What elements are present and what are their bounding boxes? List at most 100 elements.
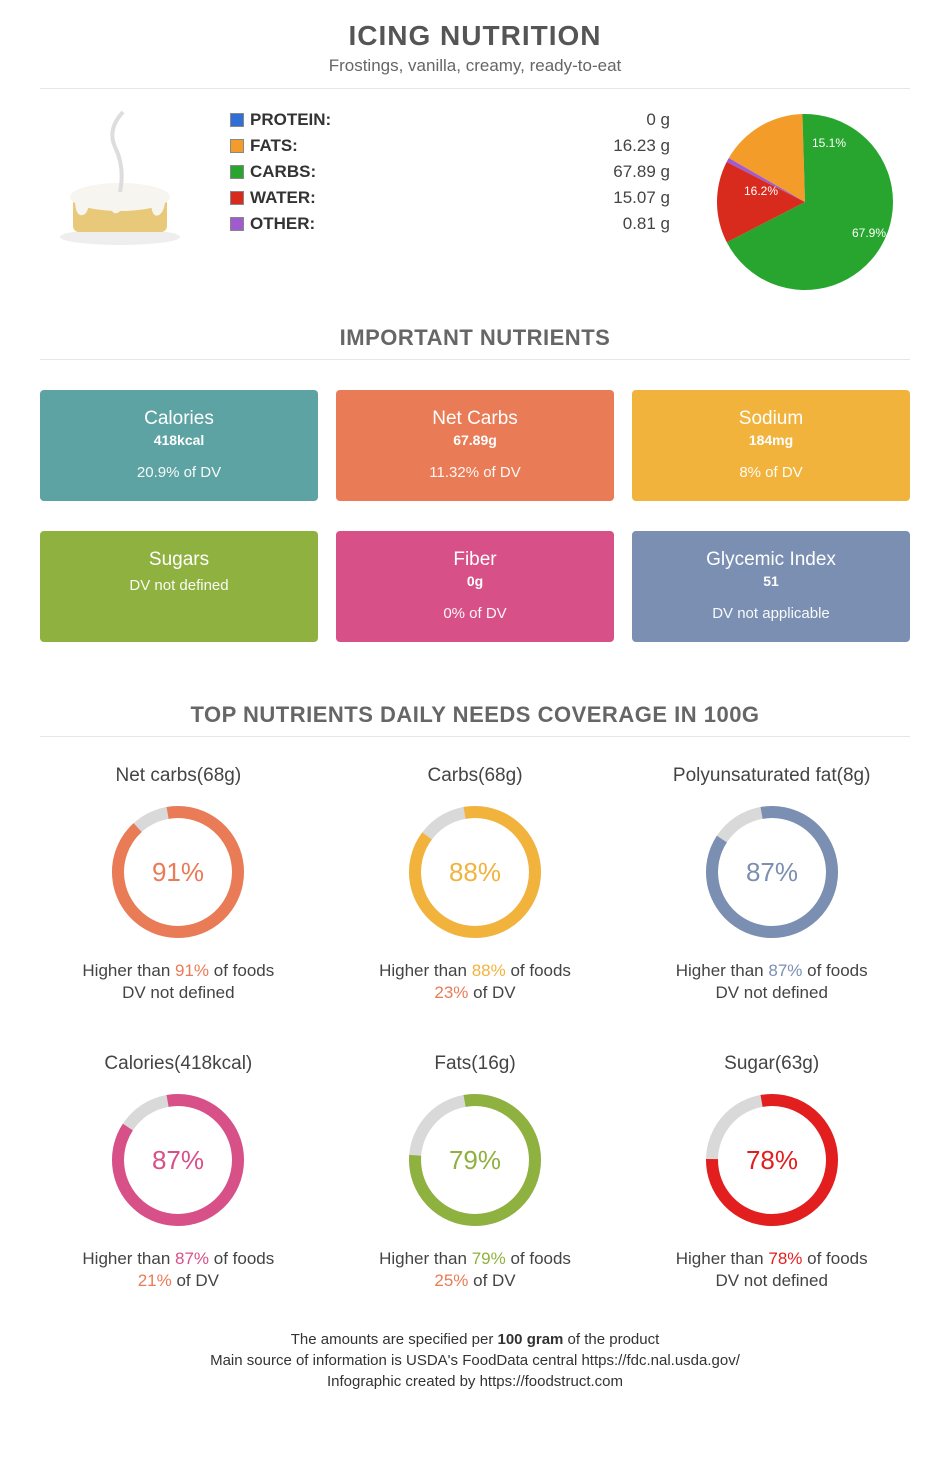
footer-line: The amounts are specified per 100 gram o… (40, 1331, 910, 1348)
nutrient-cards-row: Calories 418kcal 20.9% of DV Net Carbs 67.89… (40, 390, 910, 501)
footer-line: Main source of information is USDA's Foo… (40, 1352, 910, 1369)
card-title: Calories (50, 408, 308, 430)
donut-chart: 88% (400, 797, 550, 947)
macro-swatch (230, 191, 244, 205)
nutrient-card: Fiber 0g 0% of DV (336, 531, 614, 642)
footer-line: Infographic created by https://foodstruc… (40, 1373, 910, 1390)
donut-comparison: Higher than 78% of foods (633, 1249, 910, 1269)
donut-title: Calories(418kcal) (40, 1053, 317, 1075)
donut-title: Sugar(63g) (633, 1053, 910, 1075)
card-dv: 20.9% of DV (50, 464, 308, 481)
divider (40, 359, 910, 360)
macro-row: WATER: 15.07 g (230, 185, 670, 211)
macro-swatch (230, 217, 244, 231)
nutrient-card: Sodium 184mg 8% of DV (632, 390, 910, 501)
pie-chart: 15.1% 16.2% 67.9% (700, 107, 910, 297)
nutrient-card: Calories 418kcal 20.9% of DV (40, 390, 318, 501)
donut-dv: 25% of DV (337, 1271, 614, 1291)
donut-dv: 23% of DV (337, 983, 614, 1003)
macro-row: OTHER: 0.81 g (230, 211, 670, 237)
nutrient-card: SugarsDV not defined (40, 531, 318, 642)
macro-row: CARBS: 67.89 g (230, 159, 670, 185)
donut-title: Net carbs(68g) (40, 765, 317, 787)
donut-dv: 21% of DV (40, 1271, 317, 1291)
donut-item: Calories(418kcal) 87% Higher than 87% of f… (40, 1053, 317, 1291)
important-nutrients-heading: IMPORTANT NUTRIENTS (40, 325, 910, 351)
donut-chart: 87% (103, 1085, 253, 1235)
macro-swatch (230, 165, 244, 179)
macro-label: CARBS: (250, 162, 316, 182)
donut-chart: 91% (103, 797, 253, 947)
card-value: 67.89g (346, 432, 604, 448)
pie-label: 15.1% (812, 136, 846, 150)
nutrient-cards-row: SugarsDV not defined Fiber 0g 0% of DV Glyce… (40, 531, 910, 642)
macro-row: FATS: 16.23 g (230, 133, 670, 159)
card-value: 418kcal (50, 432, 308, 448)
divider (40, 88, 910, 89)
donut-item: Polyunsaturated fat(8g) 87% Higher than 87… (633, 765, 910, 1003)
donut-title: Fats(16g) (337, 1053, 614, 1075)
top-row: PROTEIN: 0 g FATS: 16.23 g CARBS: 67.89 g WATE… (40, 107, 910, 297)
donut-percent: 78% (746, 1145, 798, 1175)
coverage-heading: TOP NUTRIENTS DAILY NEEDS COVERAGE IN 10… (40, 702, 910, 728)
nutrient-card: Net Carbs 67.89g 11.32% of DV (336, 390, 614, 501)
macro-value: 15.07 g (613, 188, 670, 208)
donut-comparison: Higher than 91% of foods (40, 961, 317, 981)
card-title: Glycemic Index (642, 549, 900, 571)
footer-text: of the product (563, 1331, 659, 1348)
card-value: 0g (346, 573, 604, 589)
page-title: ICING NUTRITION (40, 20, 910, 52)
donut-item: Fats(16g) 79% Higher than 79% of foods25% … (337, 1053, 614, 1291)
macro-table: PROTEIN: 0 g FATS: 16.23 g CARBS: 67.89 g WATE… (230, 107, 670, 237)
macro-value: 16.23 g (613, 136, 670, 156)
donut-chart: 78% (697, 1085, 847, 1235)
donut-row: Net carbs(68g) 91% Higher than 91% of food… (40, 765, 910, 1003)
footer-text-bold: 100 gram (498, 1331, 564, 1348)
donut-dv: DV not defined (633, 1271, 910, 1291)
donut-percent: 88% (449, 857, 501, 887)
card-value: 51 (642, 573, 900, 589)
card-dv: 0% of DV (346, 605, 604, 622)
card-title: Sodium (642, 408, 900, 430)
card-dv: DV not applicable (642, 605, 900, 622)
pie-label: 67.9% (852, 226, 886, 240)
donut-title: Polyunsaturated fat(8g) (633, 765, 910, 787)
card-dv: 11.32% of DV (346, 464, 604, 481)
donut-chart: 79% (400, 1085, 550, 1235)
donut-comparison: Higher than 79% of foods (337, 1249, 614, 1269)
donut-item: Sugar(63g) 78% Higher than 78% of foodsDV … (633, 1053, 910, 1291)
donut-comparison: Higher than 88% of foods (337, 961, 614, 981)
donut-chart: 87% (697, 797, 847, 947)
macro-value: 0.81 g (623, 214, 670, 234)
macro-swatch (230, 113, 244, 127)
card-title: Net Carbs (346, 408, 604, 430)
card-dv: 8% of DV (642, 464, 900, 481)
donut-percent: 91% (152, 857, 204, 887)
donut-percent: 87% (152, 1145, 204, 1175)
donut-dv: DV not defined (633, 983, 910, 1003)
card-title: Fiber (346, 549, 604, 571)
donut-item: Carbs(68g) 88% Higher than 88% of foods23%… (337, 765, 614, 1003)
divider (40, 736, 910, 737)
macro-value: 67.89 g (613, 162, 670, 182)
donut-row: Calories(418kcal) 87% Higher than 87% of f… (40, 1053, 910, 1291)
macro-label: PROTEIN: (250, 110, 331, 130)
donut-item: Net carbs(68g) 91% Higher than 91% of food… (40, 765, 317, 1003)
macro-value: 0 g (646, 110, 670, 130)
pie-label: 16.2% (744, 184, 778, 198)
food-image (40, 107, 200, 257)
card-title: Sugars (50, 549, 308, 571)
donut-comparison: Higher than 87% of foods (633, 961, 910, 981)
nutrient-card: Glycemic Index 51 DV not applicable (632, 531, 910, 642)
donut-percent: 79% (449, 1145, 501, 1175)
donut-title: Carbs(68g) (337, 765, 614, 787)
macro-row: PROTEIN: 0 g (230, 107, 670, 133)
macro-swatch (230, 139, 244, 153)
donut-comparison: Higher than 87% of foods (40, 1249, 317, 1269)
macro-label: FATS: (250, 136, 298, 156)
donut-dv: DV not defined (40, 983, 317, 1003)
donut-percent: 87% (746, 857, 798, 887)
card-value: 184mg (642, 432, 900, 448)
macro-label: WATER: (250, 188, 316, 208)
macro-label: OTHER: (250, 214, 315, 234)
